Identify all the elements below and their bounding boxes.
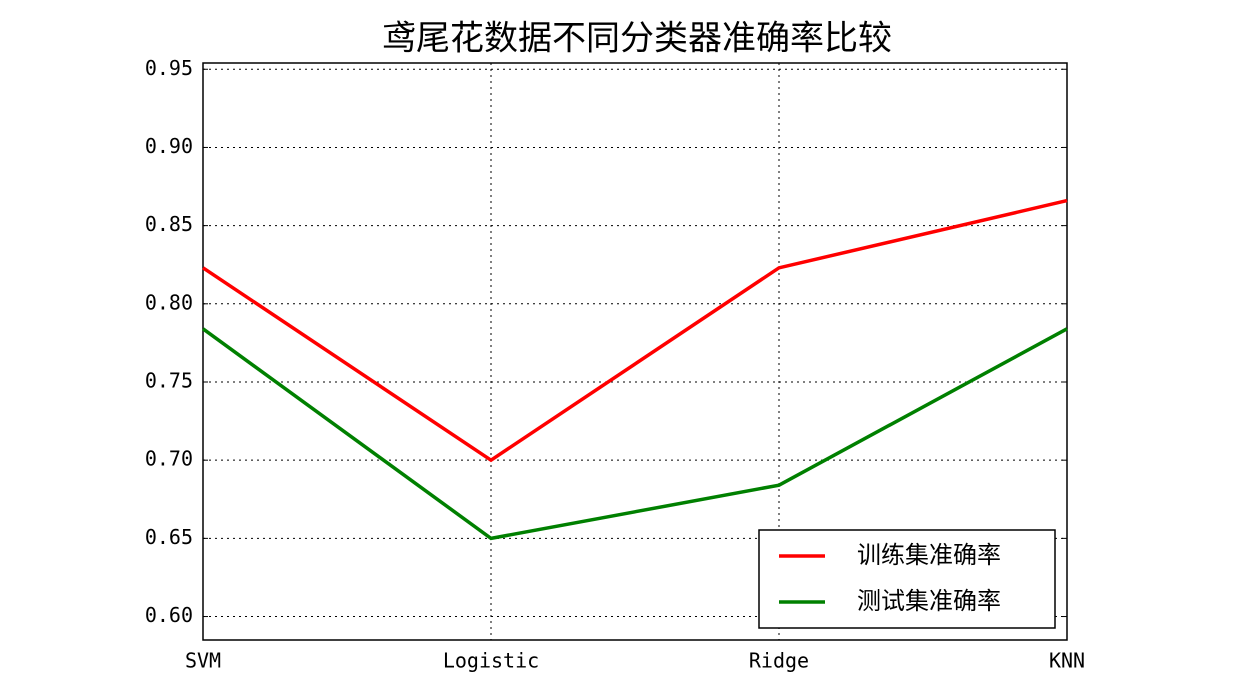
x-tick-label: Logistic xyxy=(443,649,539,673)
plot-frame xyxy=(202,62,1068,641)
y-tick-label: 0.70 xyxy=(145,447,193,471)
y-tick-label: 0.80 xyxy=(145,290,193,314)
y-tick-label: 0.75 xyxy=(145,368,193,392)
line-series xyxy=(201,327,1068,541)
y-tick-label: 0.95 xyxy=(145,56,193,80)
x-tick-label: Ridge xyxy=(749,649,809,673)
y-tick-label: 0.90 xyxy=(145,134,193,158)
line-series xyxy=(202,198,1068,463)
legend-box xyxy=(758,529,1056,629)
y-tick-label: 0.85 xyxy=(145,212,193,236)
legend-label: 训练集准确率 xyxy=(857,541,1001,569)
legend-label: 测试集准确率 xyxy=(857,587,1001,615)
x-tick-label: SVM xyxy=(185,649,221,673)
y-tick-label: 0.60 xyxy=(145,603,193,627)
y-tick-label: 0.65 xyxy=(145,525,193,549)
x-tick-label: KNN xyxy=(1049,649,1085,673)
chart-title: 鸢尾花数据不同分类器准确率比较 xyxy=(382,19,892,59)
